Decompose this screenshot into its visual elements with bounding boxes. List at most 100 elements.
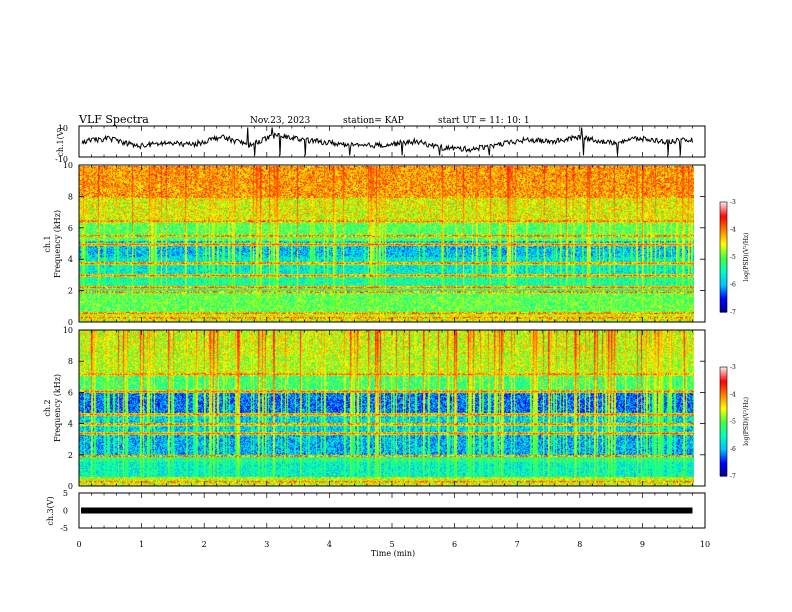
ch1-waveform-ylabel: ch.1(V) (56, 127, 65, 156)
colorbar-segment (720, 367, 727, 370)
colorbar-segment (720, 468, 727, 472)
colorbar-segment (720, 405, 727, 408)
colorbar-segment (720, 269, 727, 273)
ch1-waveform-line (81, 127, 693, 156)
colorbar-segment (720, 295, 727, 298)
colorbar-frame (719, 201, 728, 313)
colorbar-segment (720, 308, 727, 311)
x-tick-label: 2 (202, 540, 207, 549)
ch2-colorbar: -3 -4 -5 -6 -7 log(PSD)(V²/Hz) (719, 364, 750, 480)
colorbar-segment (720, 428, 727, 432)
colorbar-segment (720, 291, 727, 295)
x-axis-label: Time (min) (371, 549, 415, 558)
x-tick-label: 9 (640, 540, 645, 549)
ch1-waveform-panel (81, 127, 693, 156)
colorbar-segment (720, 419, 727, 423)
colorbar-segment (720, 456, 727, 459)
colorbar-segment (720, 216, 727, 220)
panel-frames (78, 125, 706, 529)
colorbar-segment (720, 417, 727, 421)
colorbar-segment (720, 268, 727, 271)
colorbar-segment (720, 266, 727, 269)
ch3-ytick-label: 5 (63, 489, 68, 498)
x-tick-label: 4 (327, 540, 332, 549)
colorbar-segment (720, 445, 727, 448)
colorbar-segment (720, 383, 727, 386)
colorbar-segment (720, 394, 727, 397)
colorbar-segment (720, 406, 727, 410)
header-date: Nov.23, 2023 (250, 116, 311, 126)
ch1-ytick-label: 6 (68, 224, 73, 233)
colorbar-segment (720, 251, 727, 254)
colorbar-segment (720, 374, 727, 377)
ch1-ytick-bottom: -10 (55, 155, 68, 164)
colorbar-segment (720, 412, 727, 415)
colorbar-segment (720, 218, 727, 221)
colorbar-segment (720, 240, 727, 243)
colorbar-segment (720, 246, 727, 249)
colorbar-segment (720, 466, 727, 470)
colorbar-segment (720, 242, 727, 245)
colorbar-segment (720, 368, 727, 372)
colorbar-segment (720, 225, 727, 229)
colorbar-segment (720, 372, 727, 375)
colorbar-segment (720, 386, 727, 390)
colorbar-segment (720, 376, 727, 379)
colorbar-segment (720, 203, 727, 207)
colorbar-segment (720, 423, 727, 426)
colorbar-segment (720, 385, 727, 388)
colorbar-tick-label: -5 (730, 419, 736, 426)
ch3-waveform-line (81, 507, 693, 514)
colorbar-segment (720, 262, 727, 265)
colorbar-segment (720, 457, 727, 461)
colorbar-segment (720, 452, 727, 455)
colorbar-segment (720, 211, 727, 214)
colorbar-segment (720, 205, 727, 209)
colorbar-segment (720, 408, 727, 412)
colorbar-segment (720, 286, 727, 289)
colorbar-segment (720, 397, 727, 401)
ch1-ytick-label: 2 (68, 287, 73, 296)
colorbar-segment (720, 260, 727, 264)
colorbar-segment (720, 454, 727, 457)
colorbar-segment (720, 410, 727, 414)
ch1-ytick-label: 0 (68, 318, 73, 327)
x-tick-label: 1 (139, 540, 144, 549)
colorbar-segment (720, 222, 727, 225)
header-start-time: start UT = 11: 10: 1 (438, 116, 530, 126)
ch1-ytick-label: 8 (68, 192, 73, 201)
colorbar-segment (720, 284, 727, 287)
colorbar-segment (720, 401, 727, 404)
colorbar-segment (720, 282, 727, 286)
colorbar-segment (720, 461, 727, 464)
ch1-spectrogram (79, 166, 694, 322)
x-tick-label: 5 (389, 540, 394, 549)
colorbar-segment (720, 236, 727, 240)
colorbar-segment (720, 414, 727, 417)
colorbar-segment (720, 446, 727, 450)
colorbar-segment (720, 301, 727, 304)
colorbar-segment (720, 439, 727, 443)
colorbar-segment (720, 379, 727, 383)
colorbar-segment (720, 279, 727, 282)
colorbar-segment (720, 220, 727, 223)
colorbar-tick-label: -5 (730, 254, 736, 261)
ch1-ytick-label: 10 (63, 161, 73, 170)
colorbar-segment (720, 465, 727, 468)
spec1-group-image (79, 166, 694, 322)
colorbar-segment (720, 275, 727, 278)
colorbar-segment (720, 257, 727, 260)
colorbar-segment (720, 224, 727, 227)
colorbar-segment (720, 396, 727, 399)
colorbar-segment (720, 388, 727, 392)
ch2-spectrogram (79, 330, 694, 486)
colorbar-segment (720, 472, 727, 475)
colorbar-segment (720, 238, 727, 242)
colorbar-segment (720, 304, 727, 308)
colorbar-segment (720, 403, 727, 406)
ch1-ytick-top: 10 (58, 124, 68, 133)
colorbar-segment (720, 426, 727, 430)
ch2-ytick-label: 10 (63, 326, 73, 335)
colorbar-segment (720, 290, 727, 293)
